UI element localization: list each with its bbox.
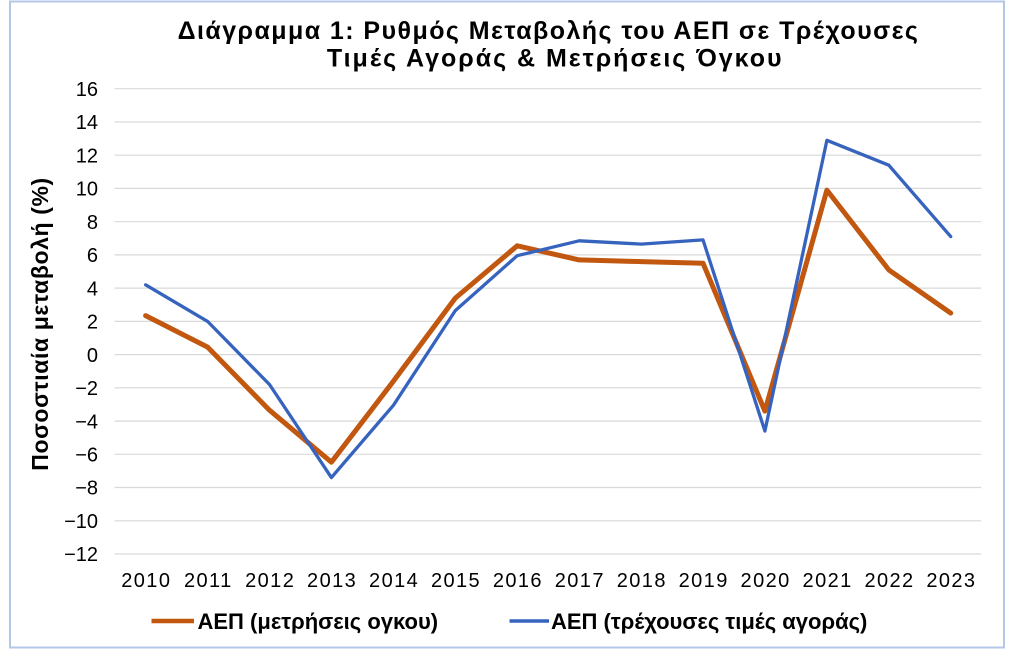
svg-text:4: 4 (87, 278, 98, 300)
svg-text:2019: 2019 (679, 570, 729, 592)
svg-text:12: 12 (76, 145, 98, 167)
svg-text:2015: 2015 (431, 570, 481, 592)
svg-text:0: 0 (87, 345, 98, 367)
svg-text:Διάγραμμα 1: Ρυθμός Μεταβολής: Διάγραμμα 1: Ρυθμός Μεταβολής του ΑΕΠ σε… (178, 17, 920, 45)
svg-text:2014: 2014 (369, 570, 419, 592)
svg-text:2020: 2020 (741, 570, 791, 592)
svg-text:2023: 2023 (926, 570, 976, 592)
svg-text:−10: −10 (64, 511, 98, 533)
svg-text:ΑΕΠ (μετρήσεις ογκου): ΑΕΠ (μετρήσεις ογκου) (198, 609, 439, 634)
svg-text:2018: 2018 (617, 570, 667, 592)
svg-text:−2: −2 (75, 378, 98, 400)
svg-text:2021: 2021 (803, 570, 853, 592)
svg-text:Ποσοστιαία μεταβολή (%): Ποσοστιαία μεταβολή (%) (27, 177, 53, 471)
svg-text:−4: −4 (75, 411, 98, 433)
svg-text:8: 8 (87, 212, 98, 234)
svg-text:−12: −12 (64, 544, 98, 566)
svg-text:2010: 2010 (121, 570, 171, 592)
svg-text:Τιμές Αγοράς & Μετρήσεις Όγκου: Τιμές Αγοράς & Μετρήσεις Όγκου (327, 44, 784, 72)
svg-text:2017: 2017 (555, 570, 605, 592)
svg-text:2016: 2016 (493, 570, 543, 592)
svg-text:−6: −6 (75, 445, 98, 467)
svg-text:−8: −8 (75, 478, 98, 500)
svg-text:2011: 2011 (184, 570, 233, 592)
svg-text:10: 10 (76, 179, 98, 201)
svg-text:14: 14 (76, 112, 98, 134)
svg-text:16: 16 (76, 79, 98, 101)
svg-text:2012: 2012 (245, 570, 295, 592)
svg-text:ΑΕΠ (τρέχουσες τιμές αγοράς): ΑΕΠ (τρέχουσες τιμές αγοράς) (551, 609, 867, 634)
svg-text:2022: 2022 (864, 570, 914, 592)
svg-text:2: 2 (87, 312, 98, 334)
svg-text:6: 6 (87, 245, 98, 267)
svg-text:2013: 2013 (307, 570, 357, 592)
